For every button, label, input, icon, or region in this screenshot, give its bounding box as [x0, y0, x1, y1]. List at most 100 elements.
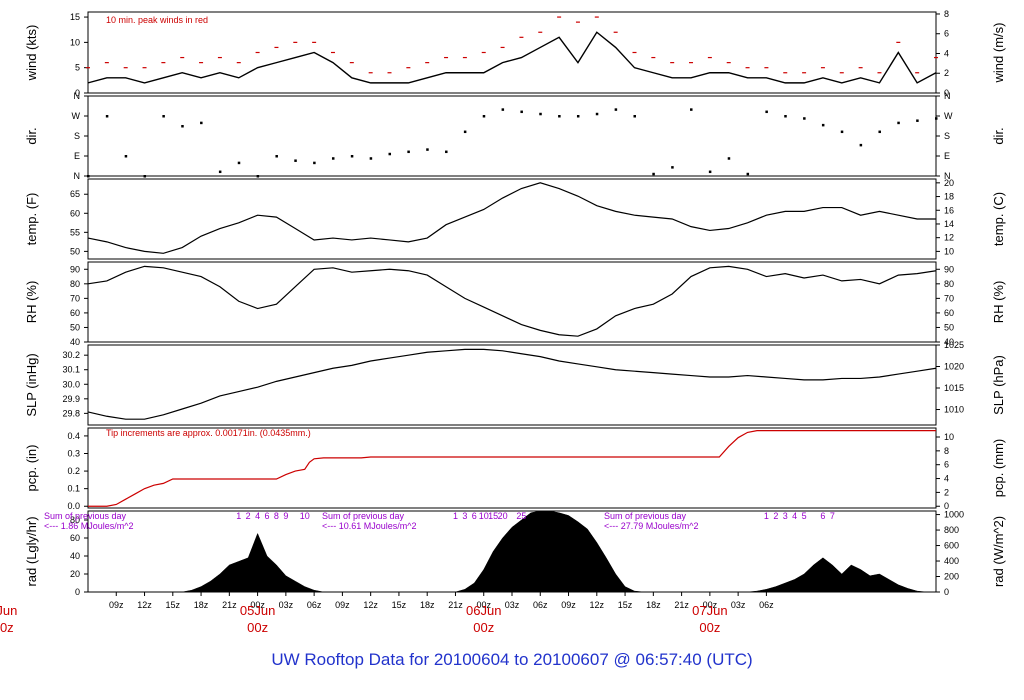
rh-ytick-label-left: 80 [70, 279, 80, 289]
rh-ytick-label-right: 80 [944, 279, 954, 289]
dir-point [840, 130, 844, 134]
dir-point [162, 115, 165, 118]
x-tick-label: 09z [335, 600, 350, 610]
x-tick-label: 18z [420, 600, 435, 610]
dir-point [935, 117, 938, 120]
rad-uv-label: 5 [802, 511, 807, 521]
rad-uv-label: 6 [472, 511, 477, 521]
rad-uv-label: 2 [773, 511, 778, 521]
x-tick-label: 18z [646, 600, 661, 610]
dir-point [878, 130, 881, 134]
rh-ylabel-left: RH (%) [24, 281, 39, 324]
x-tick-label: 00z [250, 600, 265, 610]
dir-ytick-label-left: S [74, 131, 80, 141]
wind-ytick-label-left: 5 [75, 63, 80, 73]
rad-uv-label: 3 [462, 511, 467, 521]
dir-point [576, 115, 580, 118]
dir-point [727, 157, 731, 160]
dir-ytick-label-left: E [74, 151, 80, 161]
dir-point [200, 121, 203, 125]
x-tick-label: 21z [222, 600, 237, 610]
wind-ytick-label-left: 10 [70, 37, 80, 47]
dir-point [821, 123, 825, 127]
rad-uv-label: 10 [479, 511, 489, 521]
x-tick-label: 18z [194, 600, 209, 610]
dir-point [181, 125, 184, 128]
wind-speed-line [87, 31, 937, 84]
x-tick-label: 15z [392, 600, 407, 610]
dir-point [897, 121, 900, 125]
x-tick-label: 12z [363, 600, 378, 610]
pcp-panel-frame [87, 427, 937, 509]
temp-ytick-label-right: 16 [944, 205, 954, 215]
rad-uv-label: 8 [274, 511, 279, 521]
day-label: 05Jun [240, 603, 275, 618]
rad-ytick-label-left: 40 [70, 551, 80, 561]
wind-ytick-label-left: 0 [75, 88, 80, 98]
dir-point [671, 166, 674, 169]
rad-annotation-line1: Sum of previous day [44, 511, 127, 521]
x-tick-label: 03z [505, 600, 520, 610]
dir-point [87, 175, 90, 178]
temp-ytick-label-right: 12 [944, 233, 954, 243]
dir-point [746, 172, 750, 176]
footer-to: to [514, 650, 529, 669]
x-tick-label: 06z [759, 600, 774, 610]
rh-ytick-label-right: 40 [944, 337, 954, 347]
temp-line [87, 182, 936, 254]
dir-ylabel-left: dir. [24, 127, 39, 144]
rad-uv-label: 9 [283, 511, 288, 521]
pcp-ytick-label-left: 0.3 [67, 448, 80, 458]
rad-uv-label: 3 [783, 511, 788, 521]
slp-line [87, 348, 937, 420]
rad-uv-label: 4 [792, 511, 797, 521]
rad-uv-label: 20 [498, 511, 508, 521]
dir-point [595, 112, 599, 116]
pcp-ytick-label-right: 6 [944, 460, 949, 470]
rh-ytick-label-left: 70 [70, 293, 80, 303]
day-time-label: 00z [247, 620, 268, 635]
dir-point [708, 170, 712, 174]
slp-ytick-label-left: 30.2 [62, 350, 80, 360]
x-tick-label: 03z [731, 600, 746, 610]
day-label: 4Jun [0, 603, 17, 618]
rad-area [88, 510, 936, 593]
wind-ytick-label-right: 8 [944, 9, 949, 19]
slp-ytick-label-left: 30.1 [62, 365, 80, 375]
rad-ytick-label-left: 80 [70, 515, 80, 525]
dir-point [501, 108, 505, 111]
dir-point [482, 115, 486, 118]
x-tick-label: 21z [448, 600, 463, 610]
dir-point [407, 150, 410, 154]
temp-ytick-label-left: 50 [70, 246, 80, 256]
dir-panel-frame [87, 95, 937, 177]
pcp-ytick-label-left: 0.4 [67, 431, 80, 441]
rad-annotation-line2: <--- 1.86 MJoules/m^2 [44, 521, 134, 531]
rh-line [87, 265, 937, 337]
dir-point [143, 175, 147, 178]
dir-point [294, 159, 297, 162]
slp-ylabel-left: SLP (inHg) [24, 353, 39, 416]
rad-uv-label: 15 [488, 511, 498, 521]
rad-ytick-label-right: 200 [944, 572, 959, 582]
dir-point [614, 108, 618, 111]
dir-ytick-label-right: S [944, 131, 950, 141]
dir-point [784, 115, 787, 118]
wind-annotation: 10 min. peak winds in red [106, 15, 208, 25]
rad-uv-label: 4 [255, 511, 260, 521]
footer-end-date: 20100607 [533, 650, 609, 669]
rad-ytick-label-right: 400 [944, 556, 959, 566]
rh-ytick-label-right: 90 [944, 264, 954, 274]
slp-ytick-label-left: 29.9 [62, 394, 80, 404]
pcp-ytick-label-right: 4 [944, 474, 949, 484]
slp-ytick-label-right: 1025 [944, 340, 964, 350]
footer-time: @ 06:57:40 [613, 650, 702, 669]
dir-point [859, 143, 863, 147]
wind-ylabel-right: wind (m/s) [991, 23, 1006, 84]
x-tick-label: 06z [307, 600, 322, 610]
rh-ytick-label-right: 50 [944, 322, 954, 332]
rh-ytick-label-left: 60 [70, 308, 80, 318]
dir-point [388, 152, 392, 156]
temp-ytick-label-right: 18 [944, 192, 954, 202]
